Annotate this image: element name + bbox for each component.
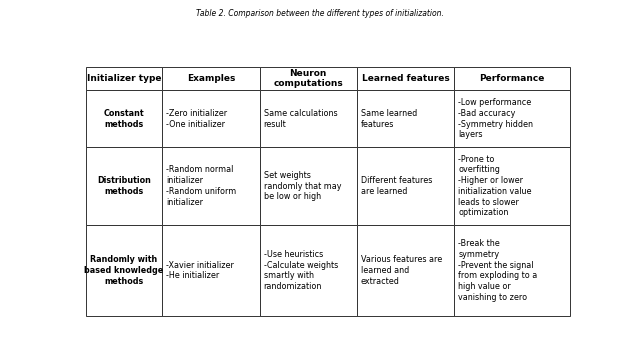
Text: Same learned
features: Same learned features bbox=[361, 109, 417, 129]
Bar bbox=[454, 148, 570, 225]
Text: -Xavier initializer
-He initializer: -Xavier initializer -He initializer bbox=[166, 261, 234, 280]
Text: Neuron
computations: Neuron computations bbox=[273, 69, 343, 88]
Bar bbox=[86, 148, 163, 225]
Text: -Break the
symmetry
-Prevent the signal
from exploding to a
high value or
vanish: -Break the symmetry -Prevent the signal … bbox=[458, 239, 538, 302]
Text: Table 2. Comparison between the different types of initialization.: Table 2. Comparison between the differen… bbox=[196, 9, 444, 18]
Text: Examples: Examples bbox=[187, 74, 235, 83]
Bar bbox=[357, 148, 454, 225]
Text: Various features are
learned and
extracted: Various features are learned and extract… bbox=[361, 255, 442, 286]
Bar bbox=[86, 67, 163, 90]
Text: -Prone to
overfitting
-Higher or lower
initialization value
leads to slower
opti: -Prone to overfitting -Higher or lower i… bbox=[458, 155, 532, 217]
Bar bbox=[260, 225, 357, 316]
Bar bbox=[357, 225, 454, 316]
Text: Same calculations
result: Same calculations result bbox=[264, 109, 337, 129]
Text: -Use heuristics
-Calculate weights
smartly with
randomization: -Use heuristics -Calculate weights smart… bbox=[264, 250, 338, 291]
Bar bbox=[163, 148, 260, 225]
Text: Distribution
methods: Distribution methods bbox=[97, 176, 151, 196]
Bar bbox=[86, 225, 163, 316]
Bar bbox=[357, 90, 454, 148]
Bar bbox=[163, 67, 260, 90]
Text: -Low performance
-Bad accuracy
-Symmetry hidden
layers: -Low performance -Bad accuracy -Symmetry… bbox=[458, 98, 533, 139]
Bar bbox=[86, 90, 163, 148]
Text: -Random normal
initializer
-Random uniform
initializer: -Random normal initializer -Random unifo… bbox=[166, 166, 236, 207]
Bar bbox=[454, 90, 570, 148]
Text: Initializer type: Initializer type bbox=[87, 74, 161, 83]
Bar bbox=[260, 148, 357, 225]
Bar bbox=[163, 225, 260, 316]
Bar bbox=[163, 90, 260, 148]
Bar bbox=[260, 90, 357, 148]
Text: Performance: Performance bbox=[479, 74, 545, 83]
Text: -Zero initializer
-One initializer: -Zero initializer -One initializer bbox=[166, 109, 227, 129]
Bar bbox=[260, 67, 357, 90]
Text: Learned features: Learned features bbox=[362, 74, 449, 83]
Bar bbox=[454, 67, 570, 90]
Text: Different features
are learned: Different features are learned bbox=[361, 176, 432, 196]
Bar bbox=[357, 67, 454, 90]
Bar bbox=[454, 225, 570, 316]
Text: Set weights
randomly that may
be low or high: Set weights randomly that may be low or … bbox=[264, 171, 341, 201]
Text: Constant
methods: Constant methods bbox=[104, 109, 145, 129]
Text: Randomly with
based knowledge
methods: Randomly with based knowledge methods bbox=[84, 255, 164, 286]
